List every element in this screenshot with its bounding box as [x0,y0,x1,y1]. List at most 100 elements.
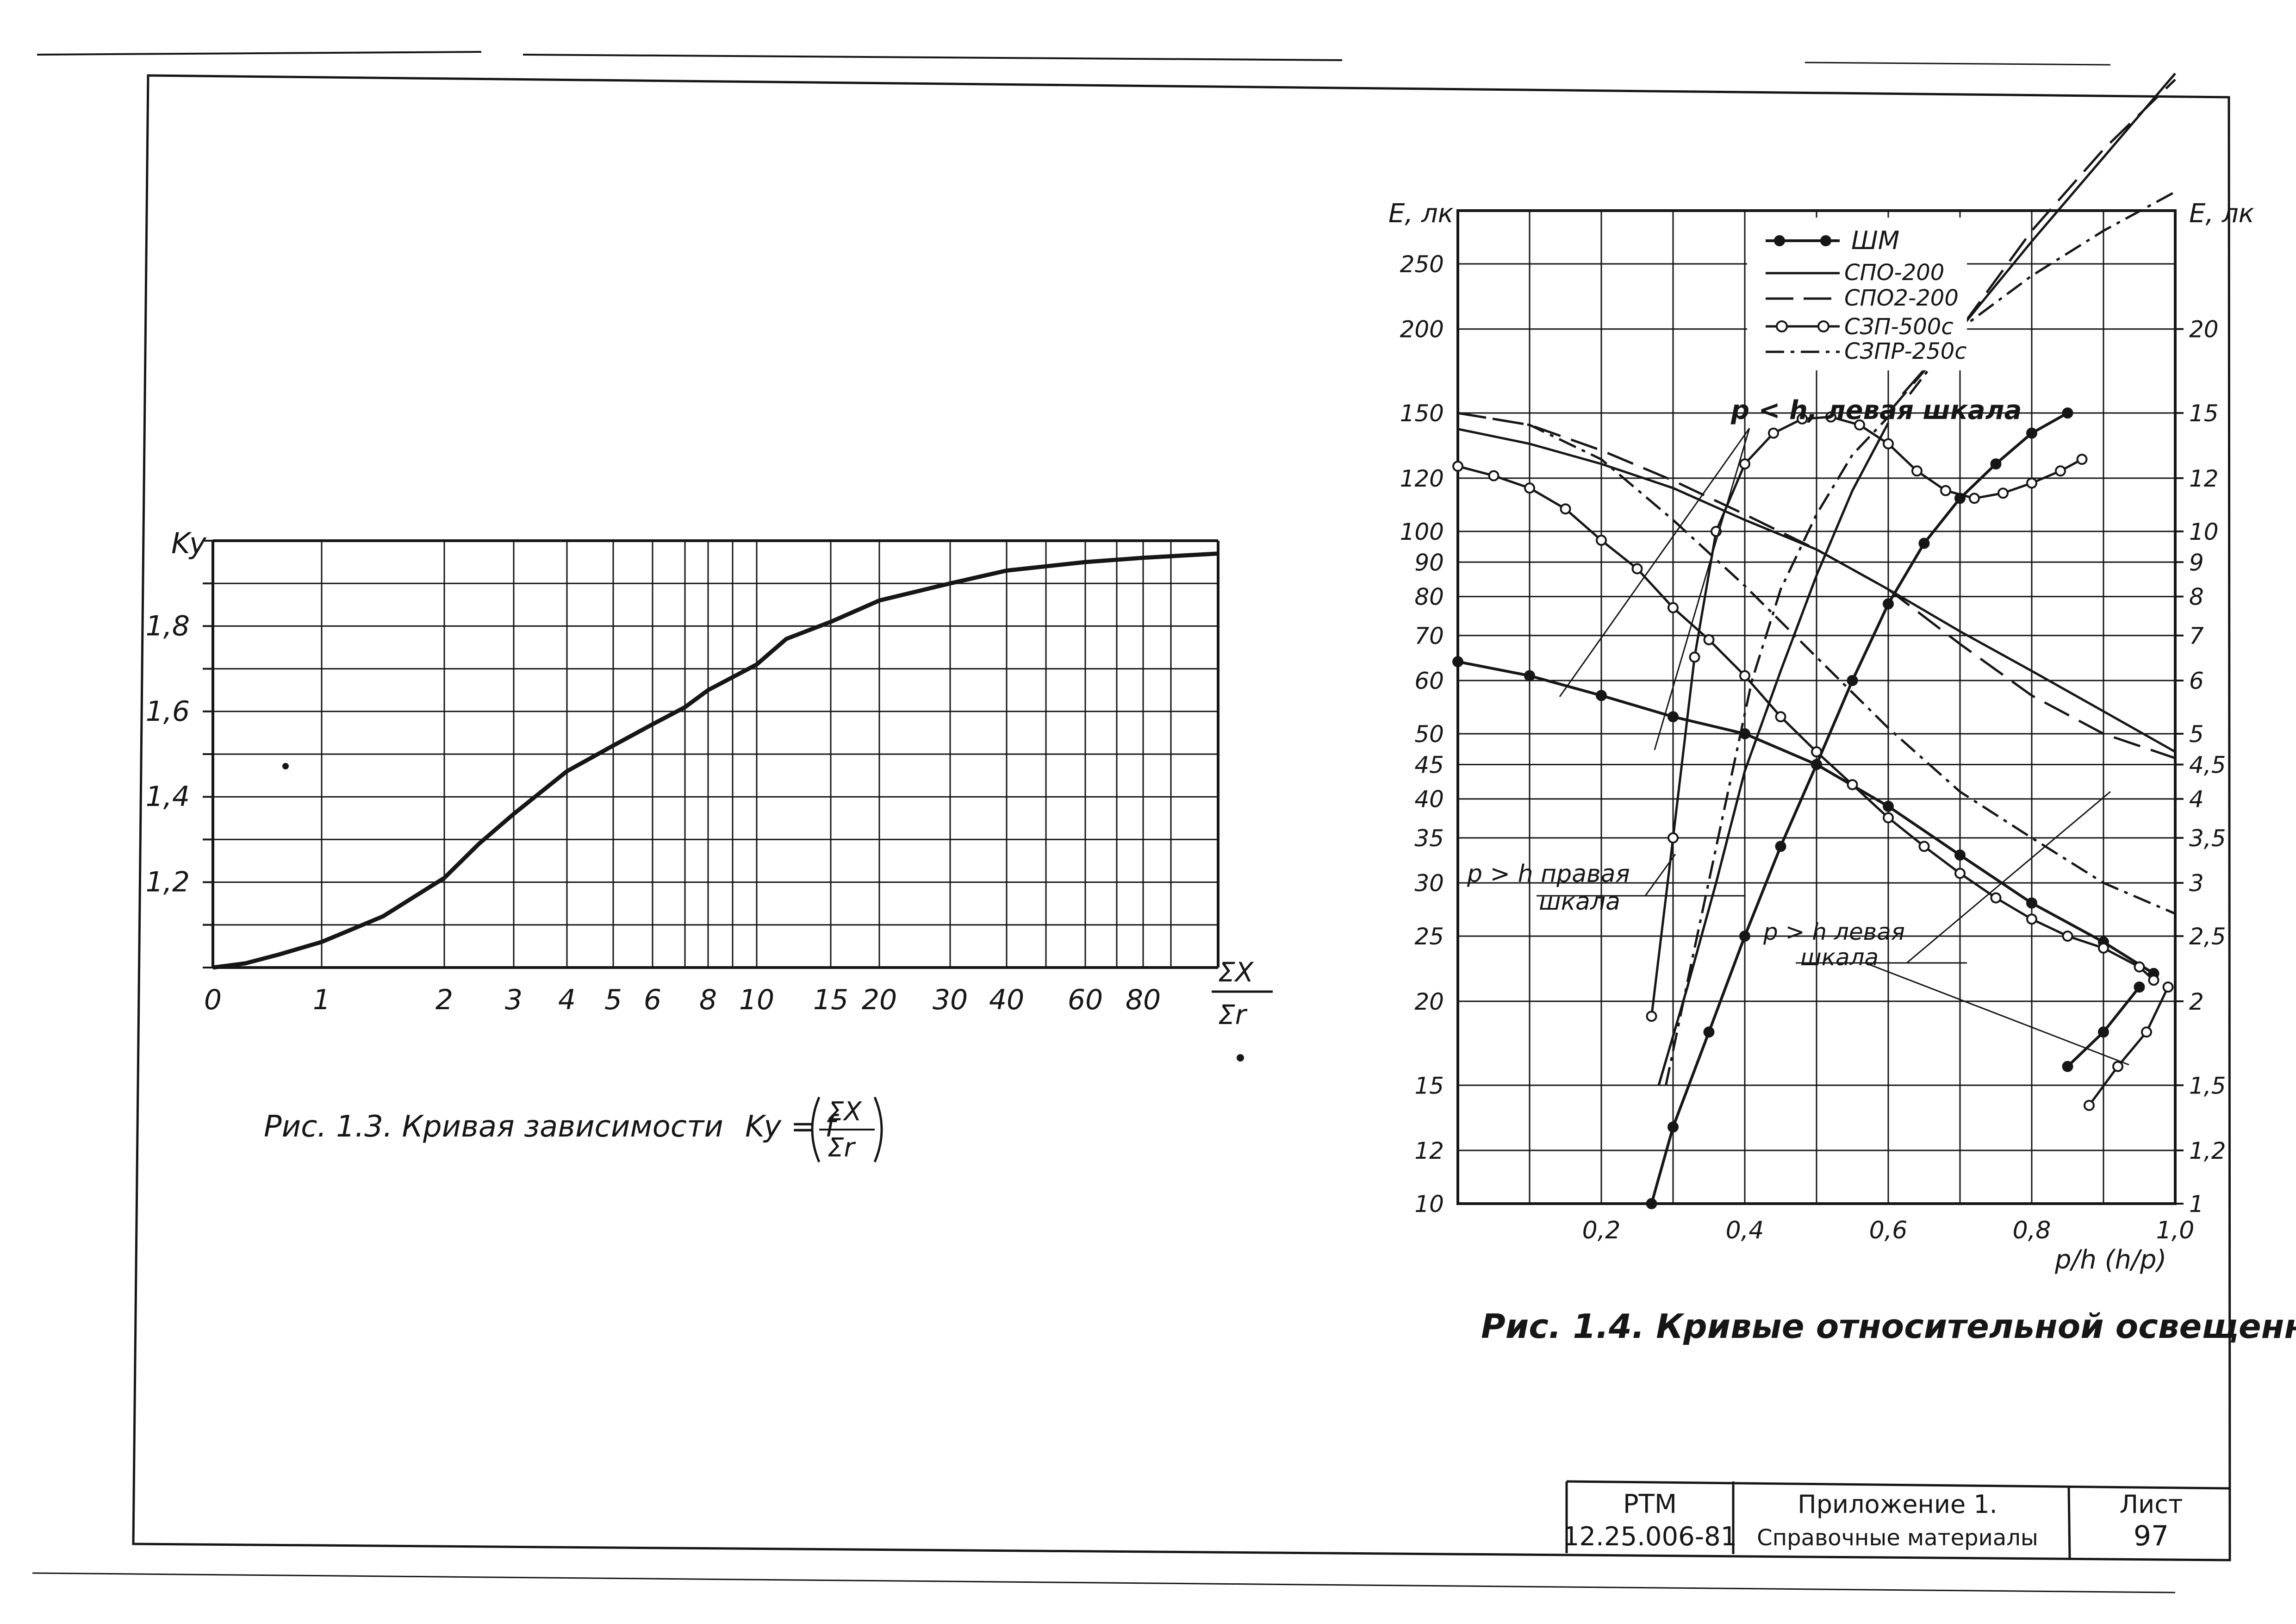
f13-x-tick-label: 8 [699,984,717,1016]
f14-series-point [1524,670,1535,681]
f14-series-point [2026,913,2037,925]
f14-series-point [1739,458,1750,470]
f14-series-point [1668,602,1679,613]
f14-left-tick-label: 45 [1414,751,1444,778]
f14-left-tick-label: 80 [1414,584,1444,611]
f13-y-tick-label: 1,2 [146,866,190,899]
f14-left-tick-label: 200 [1400,316,1444,343]
f14-left-tick-label: 30 [1414,870,1444,897]
f14-left-tick-label: 35 [1414,825,1444,852]
f14-series-line [1457,412,2176,915]
f14-series-point [2084,1099,2095,1111]
f14-x-tick-label: 1,0 [2156,1217,2195,1244]
f14-series-point [1668,832,1679,843]
section-label: Справочные материалы [1757,1525,2038,1551]
f14-series-point [1997,487,2009,499]
f14-series-point [2112,1061,2123,1072]
f13-x-tick-label: 1 [313,984,330,1016]
f14-right-tick-label: 7 [2189,623,2204,650]
f13-caption-func: Ky = f [745,1110,839,1144]
f14-series-point [1883,438,1894,450]
f14-left-tick-label: 50 [1414,721,1444,748]
f13-x-tick-label: 10 [739,984,774,1016]
f13-x-label-bottom: Σr [1218,999,1248,1031]
f14-series-point [2062,407,2073,419]
f13-x-tick-label: 2 [436,984,453,1016]
f14-series-point [1990,458,2002,470]
f14-series-line [1909,191,2176,395]
f14-series-point [1825,411,1836,423]
f14-left-tick-label: 90 [1414,549,1444,576]
f14-series-line [2088,987,2169,1106]
f14-right-tick-label: 12 [2189,465,2219,492]
f14-series-point [1940,485,1951,496]
f14-series-point [1969,493,1980,504]
f14-series-point [1596,690,1607,701]
f14-x-label: p/h (h/p) [2054,1245,2166,1275]
f14-series-line [1887,79,2176,414]
f14-series-point [1560,503,1571,515]
f13-caption: Рис. 1.3. Кривая зависимости [264,1110,723,1144]
f14-left-tick-label: 15 [1414,1072,1444,1099]
f14-series-point [2134,981,2145,993]
f14-x-tick-label: 0,6 [1869,1217,1908,1244]
f13-caption-num: ΣX [828,1097,862,1127]
f14-left-axis-label: E, лк [1388,199,1454,229]
f14-left-tick-label: 120 [1400,465,1444,492]
legend-label-shm: ШМ [1851,226,1899,255]
f14-series-line [1657,422,1890,1086]
f14-series-point [1847,779,1858,790]
figure-1-4: 1012152025303540455060708090100120150200… [1388,72,2296,1346]
f14-right-tick-label: 1,5 [2189,1072,2226,1099]
f14-series-point [2026,427,2037,439]
f14-series-point [1918,841,1930,852]
f13-y-tick-label: 1,6 [146,695,190,728]
f14-series-point [1668,711,1679,723]
f14-right-tick-label: 4 [2189,786,2204,813]
f14-annotation-p-gt-h-right-2: шкала [1539,888,1620,916]
f14-series-point [2026,897,2037,909]
f14-x-tick-label: 0,8 [2013,1217,2051,1244]
f14-curves [1452,72,2176,1209]
f14-series-point [2062,931,2073,942]
f14-right-tick-label: 8 [2189,584,2204,611]
f13-caption-parens [811,1097,883,1162]
f14-series-point [1703,1026,1715,1038]
f14-right-tick-label: 6 [2189,668,2204,694]
f14-series-point [2141,1026,2152,1038]
legend-swatch-szp500 [1766,320,1840,332]
f14-left-tick-label: 20 [1414,988,1444,1015]
f13-y-tick-label: 1,8 [146,610,190,642]
f14-series-point [1689,651,1700,663]
f14-annotation-p-gt-h-left-2: шкала [1800,944,1879,971]
f13-dot-mark [1237,1054,1244,1062]
f14-left-tick-label: 10 [1414,1191,1444,1218]
f14-series-point [1811,746,1822,758]
f13-x-tick-label: 0 [204,984,222,1016]
f14-leader-lines [1537,428,2129,1066]
f14-series-point [1646,1011,1657,1022]
f14-series-point [2148,974,2159,986]
f14-right-tick-label: 15 [2189,400,2219,427]
f14-series-point [1768,427,1779,439]
f14-series-point [1883,812,1894,824]
f14-right-tick-label: 3 [2189,870,2204,897]
f14-series-point [1811,759,1822,770]
f13-caption-prefix: Рис. 1.3. Кривая зависимости [264,1110,723,1144]
f13-y-tick-label: 1,4 [146,781,190,813]
f14-series-point [1797,413,1808,425]
f14-annotation-p-gt-h-right-1: p > h правая [1467,860,1630,888]
title-block: РТМ 12.25.006-81 Приложение 1. Справочны… [1563,1480,2229,1558]
f13-x-tick-label: 60 [1068,984,1103,1016]
doc-code-line2: 12.25.006-81 [1563,1522,1737,1552]
f14-series-point [1954,868,1966,879]
f14-right-tick-label: 9 [2189,549,2204,576]
legend-label-spo200: СПО-200 [1844,260,1944,286]
f13-x-tick-label: 80 [1126,984,1161,1016]
f14-series-point [1646,1198,1657,1209]
f13-x-tick-label: 3 [505,984,523,1016]
f14-series-point [1775,841,1786,852]
f14-series-point [2162,981,2174,993]
f14-series-line [1457,412,2176,759]
